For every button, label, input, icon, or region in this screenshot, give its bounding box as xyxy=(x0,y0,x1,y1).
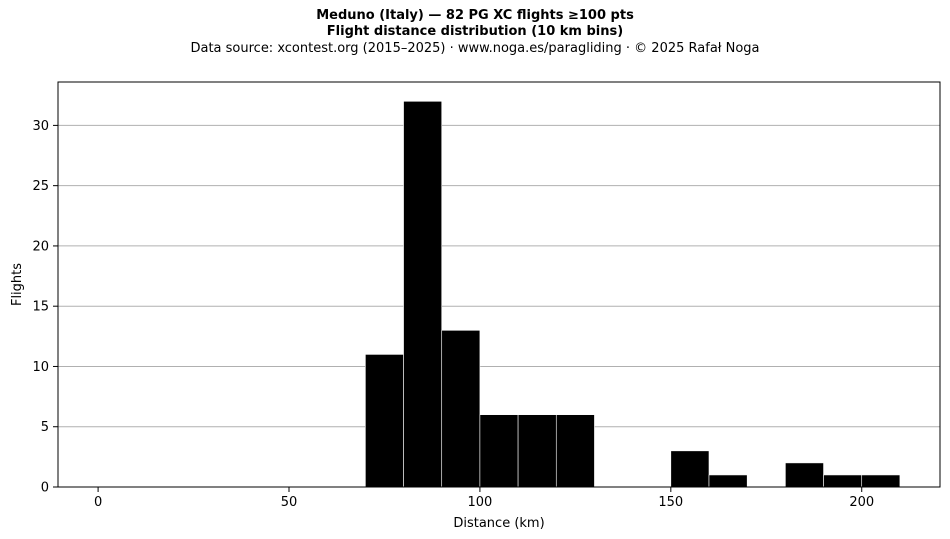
x-axis-ticks: 0 50 100 150 200 xyxy=(94,487,874,510)
y-tick-label: 25 xyxy=(32,179,49,194)
x-tick-label: 200 xyxy=(849,495,874,510)
histogram-bar xyxy=(785,462,824,488)
grid-lines xyxy=(58,124,940,428)
y-axis-ticks: 0 5 10 15 20 25 30 xyxy=(32,119,58,496)
histogram-bar xyxy=(479,414,519,488)
y-tick-label: 0 xyxy=(41,481,49,496)
histogram-bar xyxy=(555,414,595,488)
chart-subtitle: Flight distance distribution (10 km bins… xyxy=(326,24,624,39)
y-tick-label: 15 xyxy=(32,300,49,315)
histogram-bar xyxy=(403,100,443,488)
x-axis-label: Distance (km) xyxy=(453,516,544,531)
histogram-bar xyxy=(823,474,863,488)
histogram-bar xyxy=(365,354,404,488)
chart-titles: Meduno (Italy) — 82 PG XC flights ≥100 p… xyxy=(0,8,950,58)
y-tick-label: 20 xyxy=(32,239,49,254)
x-tick-label: 100 xyxy=(467,495,492,510)
chart-title: Meduno (Italy) — 82 PG XC flights ≥100 p… xyxy=(316,8,634,23)
chart-source: Data source: xcontest.org (2015–2025) · … xyxy=(190,41,760,56)
histogram-bar xyxy=(670,450,710,488)
histogram-bar xyxy=(861,474,901,488)
histogram-bar xyxy=(517,414,557,488)
y-axis-label: Flights xyxy=(10,263,25,306)
histogram-bar xyxy=(708,474,748,488)
x-tick-label: 0 xyxy=(94,495,102,510)
y-tick-label: 30 xyxy=(32,119,49,134)
x-tick-label: 50 xyxy=(281,495,298,510)
plot-frame xyxy=(57,81,941,488)
y-tick-label: 10 xyxy=(32,360,49,375)
bars xyxy=(365,100,901,488)
histogram-bar xyxy=(441,330,481,488)
y-tick-label: 5 xyxy=(41,420,49,435)
x-tick-label: 150 xyxy=(658,495,683,510)
